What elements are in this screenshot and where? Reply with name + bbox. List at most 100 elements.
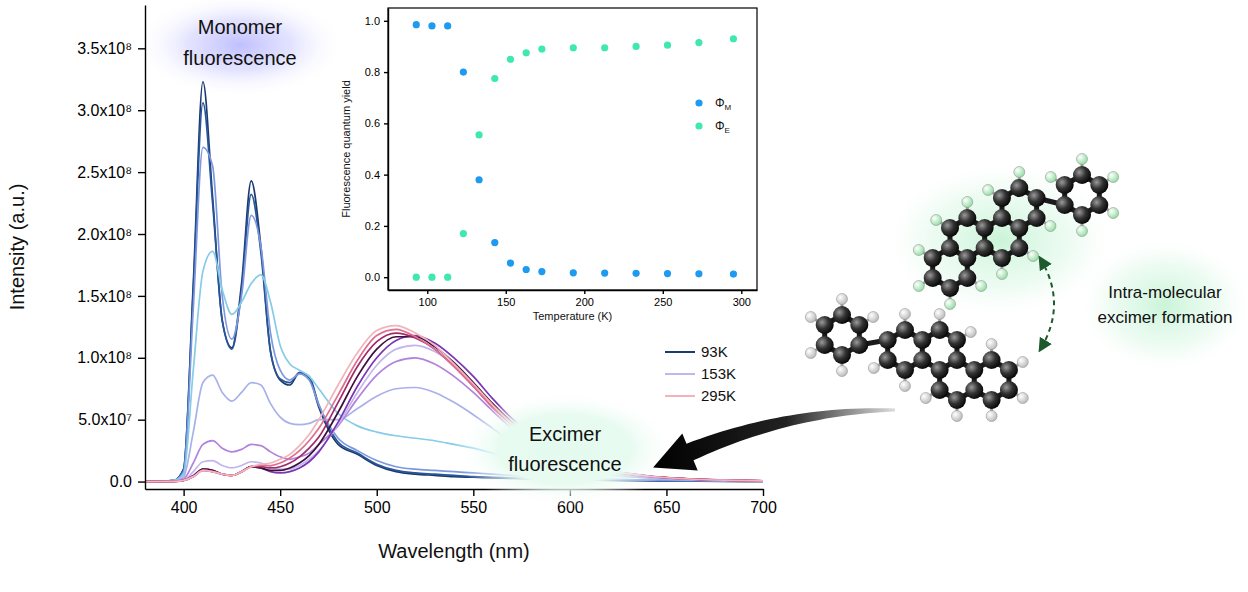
tick-label: 0.8: [365, 66, 380, 78]
background-glows: [135, 0, 1248, 375]
c-atom: [976, 219, 994, 237]
c-atom: [941, 239, 959, 257]
h-atom: [900, 309, 911, 320]
h-atom: [837, 294, 848, 305]
h-atom: [934, 309, 945, 320]
tick: 200: [576, 290, 594, 308]
point: [601, 44, 608, 51]
tick-mark: [663, 290, 664, 294]
point: [523, 49, 530, 56]
legend: 93K153K295K: [665, 343, 736, 404]
c-atom: [1028, 189, 1046, 207]
c-atom: [958, 209, 976, 227]
h-atom: [837, 366, 848, 377]
h-atom: [996, 269, 1007, 280]
point: [460, 68, 467, 75]
point: [491, 75, 498, 82]
point: [695, 39, 702, 46]
c-atom: [913, 331, 931, 349]
h-atom: [920, 393, 931, 404]
tick-mark: [384, 21, 388, 22]
tick-mark: [280, 489, 281, 496]
c-atom: [924, 269, 942, 287]
h-atom: [986, 411, 997, 422]
point: [664, 270, 671, 277]
point: [507, 56, 514, 63]
legend-label: ΦE: [715, 119, 730, 135]
c-atom: [879, 331, 897, 349]
legend-swatch: [665, 351, 695, 353]
tick: 400: [171, 489, 198, 516]
point: [491, 239, 498, 246]
tick-label: 3.0x10⁸: [77, 102, 132, 119]
tick: 650: [654, 489, 681, 516]
h-atom: [805, 348, 816, 359]
point: [428, 274, 435, 281]
h-atom: [1077, 226, 1088, 237]
tick-mark: [138, 296, 145, 297]
point: [730, 35, 737, 42]
tick-mark: [138, 419, 145, 420]
axis-title: Fluorescence quantum yield: [340, 80, 352, 218]
c-atom: [931, 361, 949, 379]
tick-label: 400: [171, 499, 198, 516]
c-atom: [993, 189, 1011, 207]
point: [444, 274, 451, 281]
tick-mark: [384, 123, 388, 124]
h-atom: [805, 312, 816, 323]
axis-line: [146, 489, 764, 490]
h-atom: [1028, 251, 1039, 262]
annotation: fluorescence: [183, 47, 296, 69]
axis-title: Wavelength (nm): [378, 540, 530, 562]
h-atom: [965, 327, 976, 338]
legend-label-main: Φ: [715, 96, 725, 110]
tick: 250: [654, 290, 672, 308]
c-atom: [958, 249, 976, 267]
c-atom: [1010, 219, 1028, 237]
c-atom: [896, 321, 914, 339]
tick-mark: [138, 110, 145, 111]
point: [413, 274, 420, 281]
tick-mark: [138, 172, 145, 173]
point: [413, 21, 420, 28]
legend-label: 93K: [701, 343, 728, 360]
tick-label: 500: [364, 499, 391, 516]
h-atom: [976, 281, 987, 292]
tick: 1.5x10⁸: [77, 288, 145, 305]
x-axis: 400450500550600650700: [146, 489, 777, 516]
point: [444, 22, 451, 29]
point: [460, 230, 467, 237]
h-atom: [1108, 208, 1119, 219]
tick: 2.0x10⁸: [77, 226, 145, 243]
c-atom: [1000, 381, 1018, 399]
h-atom: [913, 245, 924, 256]
annotation: fluorescence: [508, 453, 621, 475]
c-atom: [965, 381, 983, 399]
tick-mark: [138, 358, 145, 359]
excimer-arrow: [1040, 258, 1054, 350]
tick-label: 700: [750, 499, 777, 516]
point: [475, 176, 482, 183]
h-atom: [913, 281, 924, 292]
tick-label: 1.5x10⁸: [77, 288, 132, 305]
h-atom: [945, 299, 956, 310]
c-atom: [833, 346, 851, 364]
point: [570, 269, 577, 276]
tick-label: 0.6: [365, 117, 380, 129]
y-axis: 0.05.0x10⁷1.0x10⁸1.5x10⁸2.0x10⁸2.5x10⁸3.…: [77, 6, 145, 491]
c-atom: [1090, 196, 1108, 214]
tick: 450: [267, 489, 294, 516]
spectrum-line: [145, 82, 763, 482]
c-atom: [948, 351, 966, 369]
tick: 550: [460, 489, 487, 516]
tick: 1.0x10⁸: [77, 349, 145, 366]
annotation: Monomer: [198, 16, 283, 38]
label-patch: [453, 391, 677, 507]
tick: 0.4: [365, 169, 388, 181]
c-atom: [1056, 176, 1074, 194]
tick-label: 0.0: [365, 271, 380, 283]
annotation: Intra-molecular: [1108, 283, 1222, 302]
axis-line: [389, 290, 758, 291]
legend-label-main: Φ: [715, 119, 725, 133]
tick-label: 300: [733, 296, 751, 308]
